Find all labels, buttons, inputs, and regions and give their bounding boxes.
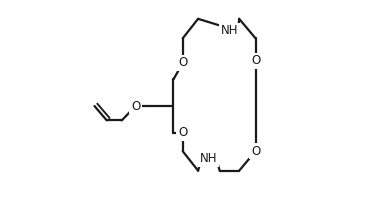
Text: NH: NH xyxy=(221,24,238,37)
Text: NH: NH xyxy=(200,152,218,165)
Text: O: O xyxy=(251,54,260,67)
Text: O: O xyxy=(251,145,260,158)
Text: O: O xyxy=(178,56,187,69)
Text: O: O xyxy=(178,126,187,139)
Text: O: O xyxy=(131,100,140,113)
